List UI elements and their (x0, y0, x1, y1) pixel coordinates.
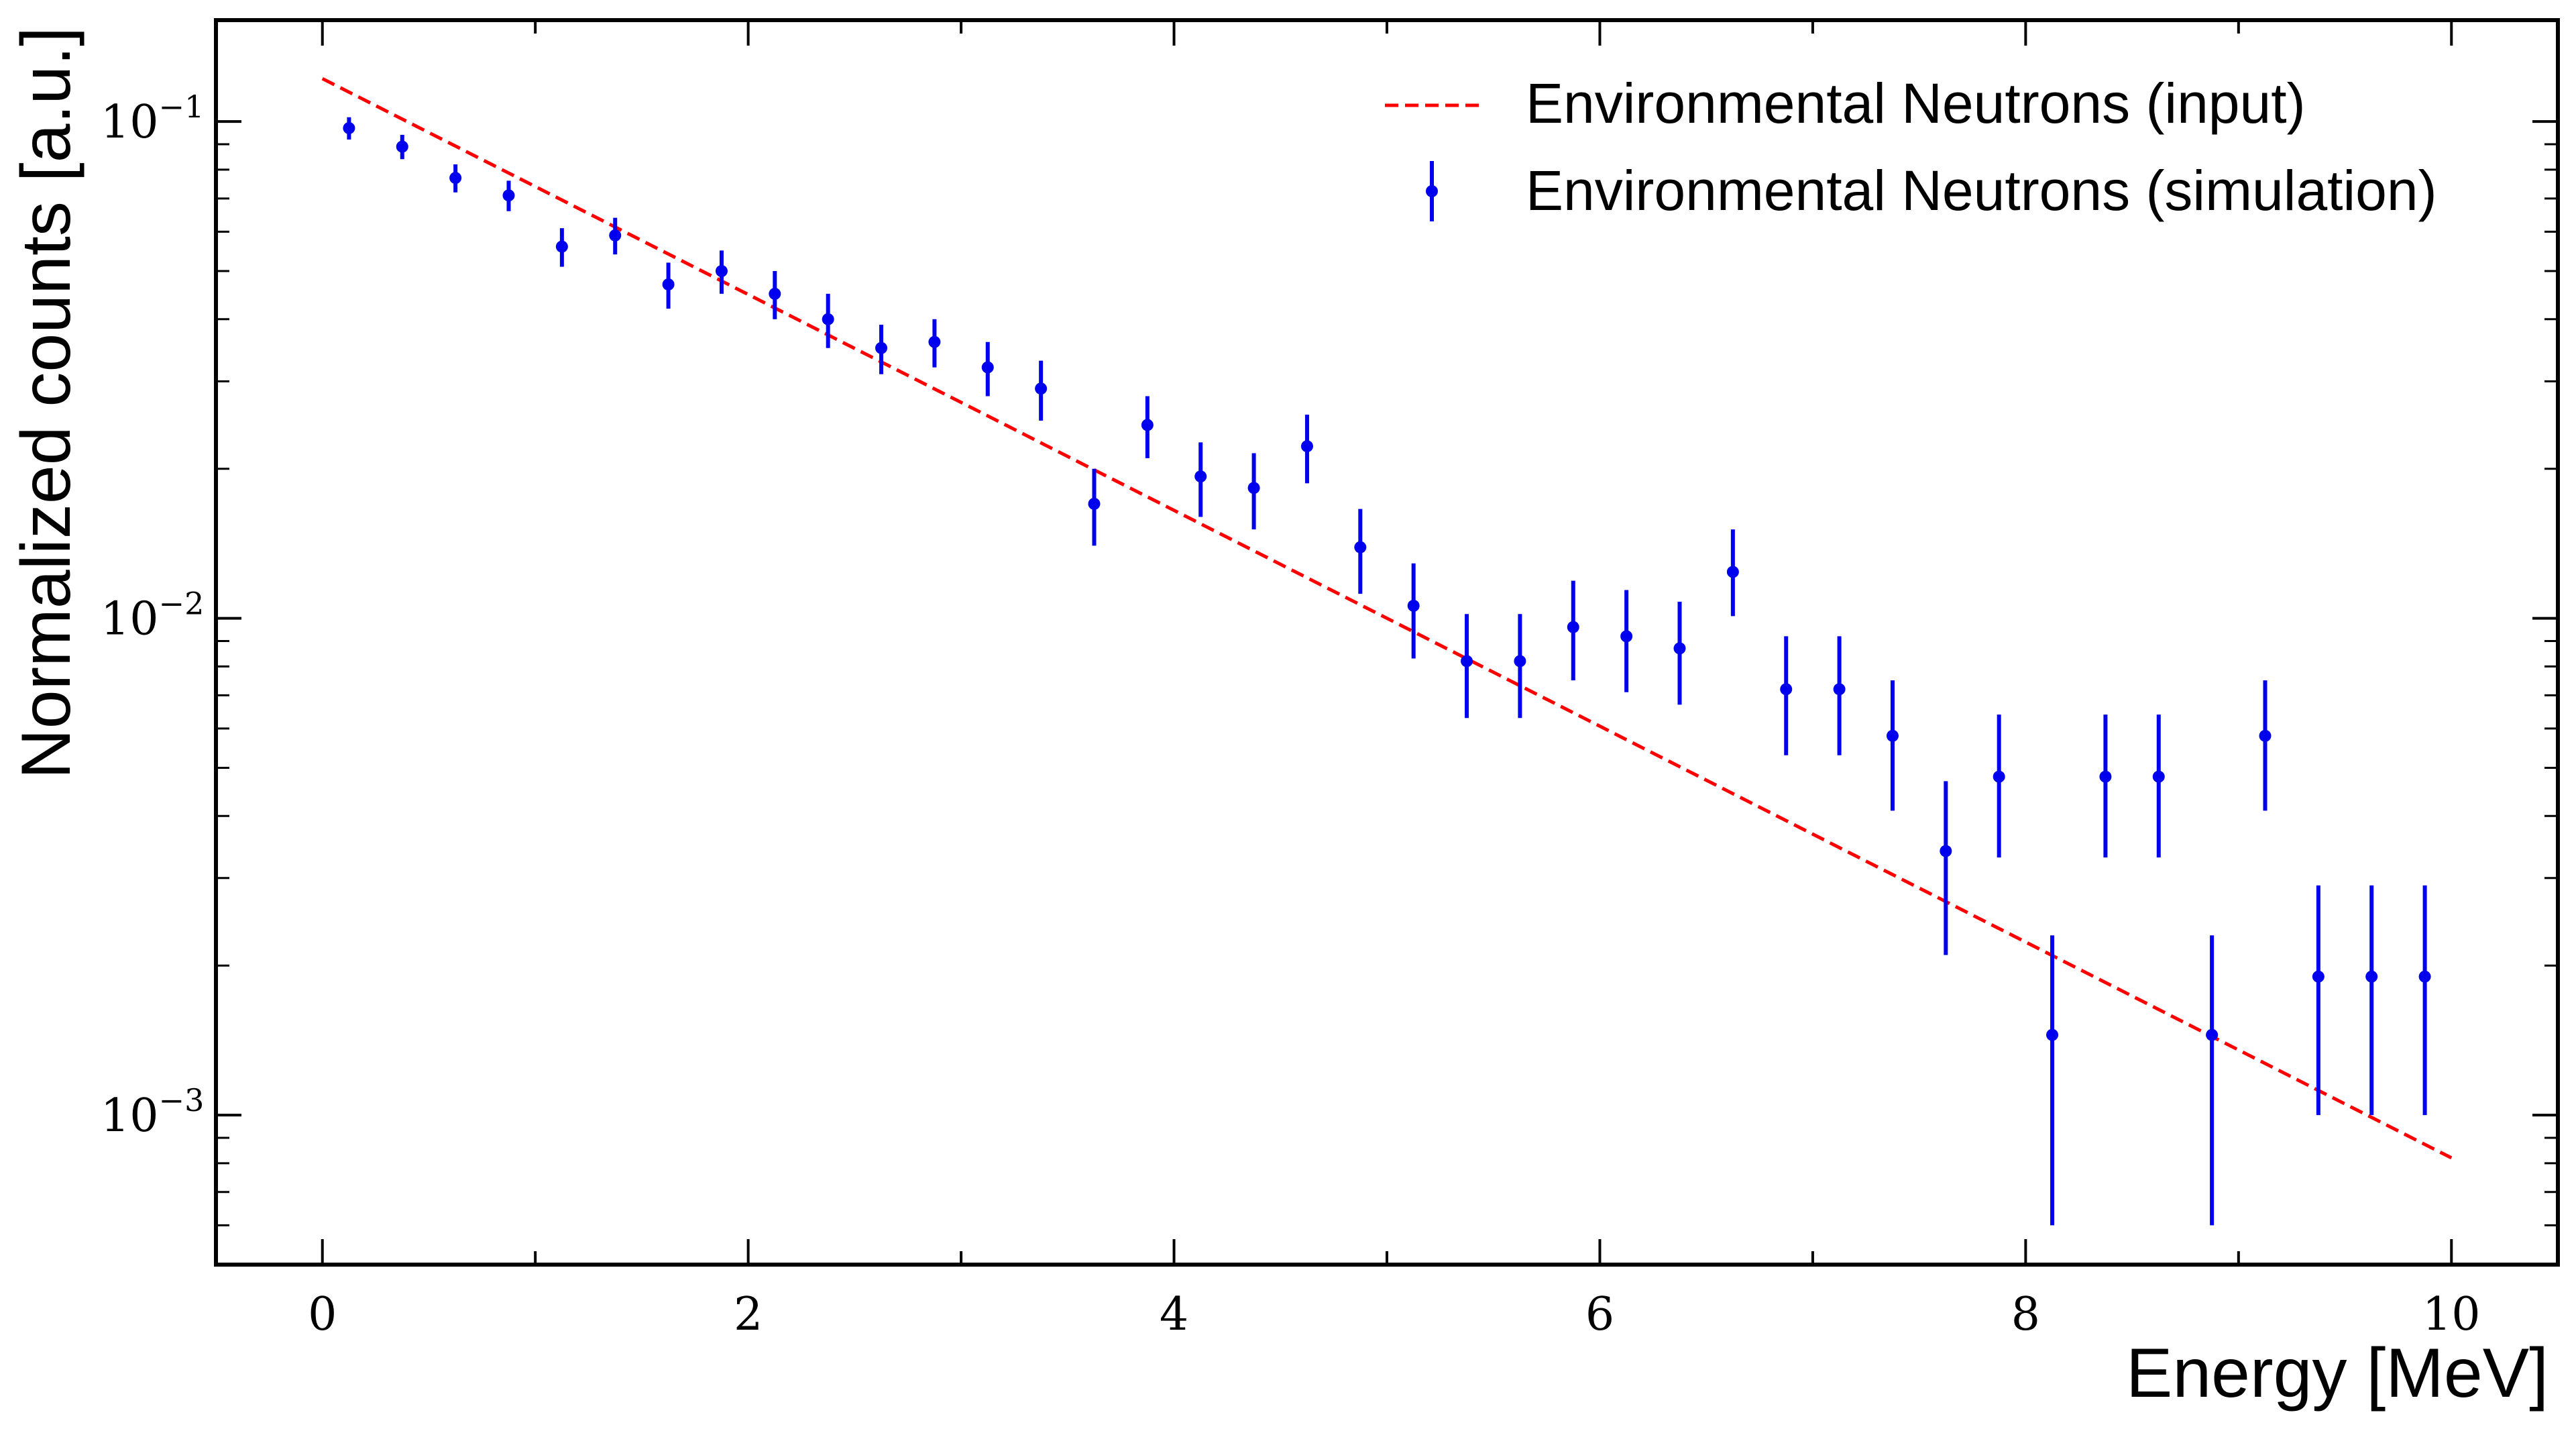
simulation-point (1141, 419, 1154, 431)
y-axis: 10−1 10−2 10−3 (101, 89, 2558, 1266)
simulation-point (822, 313, 834, 325)
y-axis-title: Normalized counts [a.u.] (7, 27, 85, 779)
simulation-point (1194, 470, 1207, 483)
simulation-point (1088, 497, 1101, 510)
simulation-point (1886, 729, 1899, 742)
legend-input-label: Environmental Neutrons (input) (1526, 72, 2306, 135)
simulation-point (396, 140, 408, 153)
legend-simulation-label: Environmental Neutrons (simulation) (1526, 159, 2437, 222)
simulation-point (2206, 1028, 2219, 1041)
simulation-point (555, 240, 568, 253)
simulation-point (2418, 970, 2431, 983)
x-axis: 0 2 4 6 8 10 (308, 20, 2481, 1341)
simulation-point (1833, 683, 1846, 696)
simulation-point (2152, 770, 2165, 783)
simulation-point (981, 361, 994, 374)
x-tick-label: 0 (308, 1288, 337, 1341)
x-tick-label: 8 (2011, 1288, 2040, 1341)
simulation-point (1514, 655, 1526, 668)
simulation-point (2099, 770, 2112, 783)
simulation-point (1407, 599, 1420, 612)
simulation-point (1035, 382, 1048, 395)
simulation-point (2312, 970, 2325, 983)
simulation-point (1780, 683, 1793, 696)
simulation-point (1993, 770, 2005, 783)
simulation-point (715, 265, 728, 278)
simulation-point (1461, 655, 1473, 668)
simulation-point (662, 278, 675, 290)
simulation-point (609, 229, 622, 242)
x-axis-title: Energy [MeV] (2126, 1334, 2549, 1412)
x-tick-label: 6 (1585, 1288, 1614, 1341)
simulation-point (1726, 566, 1739, 578)
x-tick-label: 2 (734, 1288, 763, 1341)
simulation-point (1567, 621, 1579, 633)
legend-simulation-marker (1426, 185, 1438, 197)
simulation-point (343, 121, 355, 134)
simulation-point (1354, 541, 1367, 553)
y-tick-label: 10−1 (101, 89, 204, 149)
simulation-point (2365, 970, 2378, 983)
simulation-point (1940, 845, 1952, 857)
simulation-point (502, 189, 515, 202)
simulation-point (2046, 1028, 2059, 1041)
simulation-point (928, 335, 941, 348)
y-tick-label: 10−3 (101, 1082, 204, 1143)
simulation-point (875, 341, 888, 354)
simulation-point (449, 172, 462, 184)
simulation-point (2259, 729, 2272, 742)
y-tick-label: 10−2 (101, 586, 204, 646)
legend: Environmental Neutrons (input) Environme… (1385, 72, 2437, 222)
simulation-point (1673, 642, 1686, 655)
simulation-point (1247, 482, 1260, 494)
simulation-point (1620, 630, 1633, 643)
input-dashed-line (321, 76, 2453, 1160)
x-tick-label: 4 (1160, 1288, 1188, 1341)
simulation-point (1300, 440, 1313, 453)
x-tick-label: 10 (2422, 1288, 2481, 1341)
plot-area (321, 76, 2453, 1226)
simulation-point (769, 287, 781, 300)
